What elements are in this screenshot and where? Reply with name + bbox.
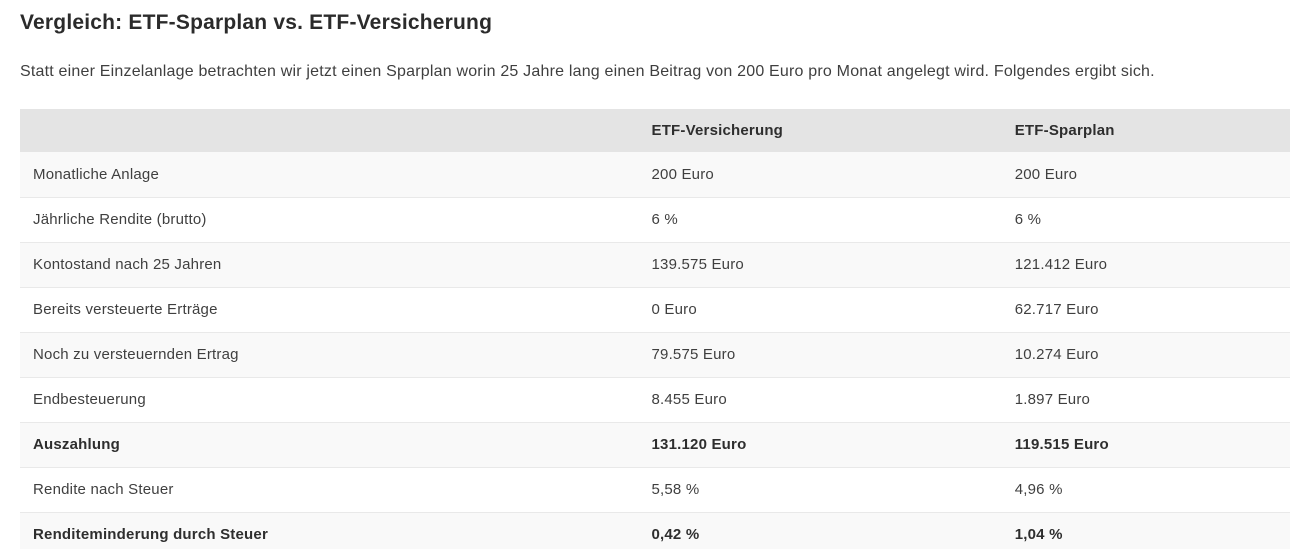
table-row: Rendite nach Steuer 5,58 % 4,96 %: [20, 467, 1290, 513]
cell-etf-versicherung: 6 %: [638, 197, 1002, 243]
intro-text: Statt einer Einzelanlage betrachten wir …: [20, 63, 1155, 80]
cell-etf-sparplan: 121.412 Euro: [1001, 242, 1290, 288]
cell-etf-versicherung: 8.455 Euro: [638, 377, 1002, 423]
column-header-etf-sparplan: ETF-Sparplan: [1001, 109, 1290, 152]
comparison-table: ETF-Versicherung ETF-Sparplan Monatliche…: [20, 109, 1290, 549]
table-row: Endbesteuerung 8.455 Euro 1.897 Euro: [20, 377, 1290, 423]
table-header-row: ETF-Versicherung ETF-Sparplan: [20, 109, 1290, 152]
cell-etf-versicherung: 0,42 %: [638, 512, 1002, 549]
row-label: Jährliche Rendite (brutto): [20, 197, 639, 243]
cell-etf-versicherung: 131.120 Euro: [638, 422, 1002, 468]
row-label: Bereits versteuerte Erträge: [20, 287, 639, 333]
table-row: Jährliche Rendite (brutto) 6 % 6 %: [20, 197, 1290, 243]
row-label: Noch zu versteuernden Ertrag: [20, 332, 639, 378]
cell-etf-sparplan: 10.274 Euro: [1001, 332, 1290, 378]
row-label: Monatliche Anlage: [20, 152, 639, 198]
table-row: Renditeminderung durch Steuer 0,42 % 1,04 …: [20, 512, 1290, 549]
table-row: Bereits versteuerte Erträge 0 Euro 62.717 …: [20, 287, 1290, 333]
column-header-empty: [20, 109, 639, 152]
page-title: Vergleich: ETF-Sparplan vs. ETF-Versiche…: [20, 11, 493, 34]
cell-etf-sparplan: 6 %: [1001, 197, 1290, 243]
row-label: Auszahlung: [20, 422, 639, 468]
cell-etf-versicherung: 79.575 Euro: [638, 332, 1002, 378]
cell-etf-versicherung: 200 Euro: [638, 152, 1002, 198]
cell-etf-sparplan: 4,96 %: [1001, 467, 1290, 513]
table-row: Auszahlung 131.120 Euro 119.515 Euro: [20, 422, 1290, 468]
cell-etf-versicherung: 5,58 %: [638, 467, 1002, 513]
cell-etf-sparplan: 200 Euro: [1001, 152, 1290, 198]
table-row: Monatliche Anlage 200 Euro 200 Euro: [20, 152, 1290, 198]
cell-etf-sparplan: 1.897 Euro: [1001, 377, 1290, 423]
cell-etf-versicherung: 0 Euro: [638, 287, 1002, 333]
cell-etf-versicherung: 139.575 Euro: [638, 242, 1002, 288]
cell-etf-sparplan: 1,04 %: [1001, 512, 1290, 549]
row-label: Rendite nach Steuer: [20, 467, 639, 513]
row-label: Renditeminderung durch Steuer: [20, 512, 639, 549]
column-header-etf-versicherung: ETF-Versicherung: [638, 109, 1002, 152]
row-label: Endbesteuerung: [20, 377, 639, 423]
cell-etf-sparplan: 119.515 Euro: [1001, 422, 1290, 468]
table-row: Noch zu versteuernden Ertrag 79.575 Euro 1…: [20, 332, 1290, 378]
table-row: Kontostand nach 25 Jahren 139.575 Euro 121…: [20, 242, 1290, 288]
row-label: Kontostand nach 25 Jahren: [20, 242, 639, 288]
cell-etf-sparplan: 62.717 Euro: [1001, 287, 1290, 333]
table-body: Monatliche Anlage 200 Euro 200 Euro Jährlic…: [20, 152, 1290, 549]
